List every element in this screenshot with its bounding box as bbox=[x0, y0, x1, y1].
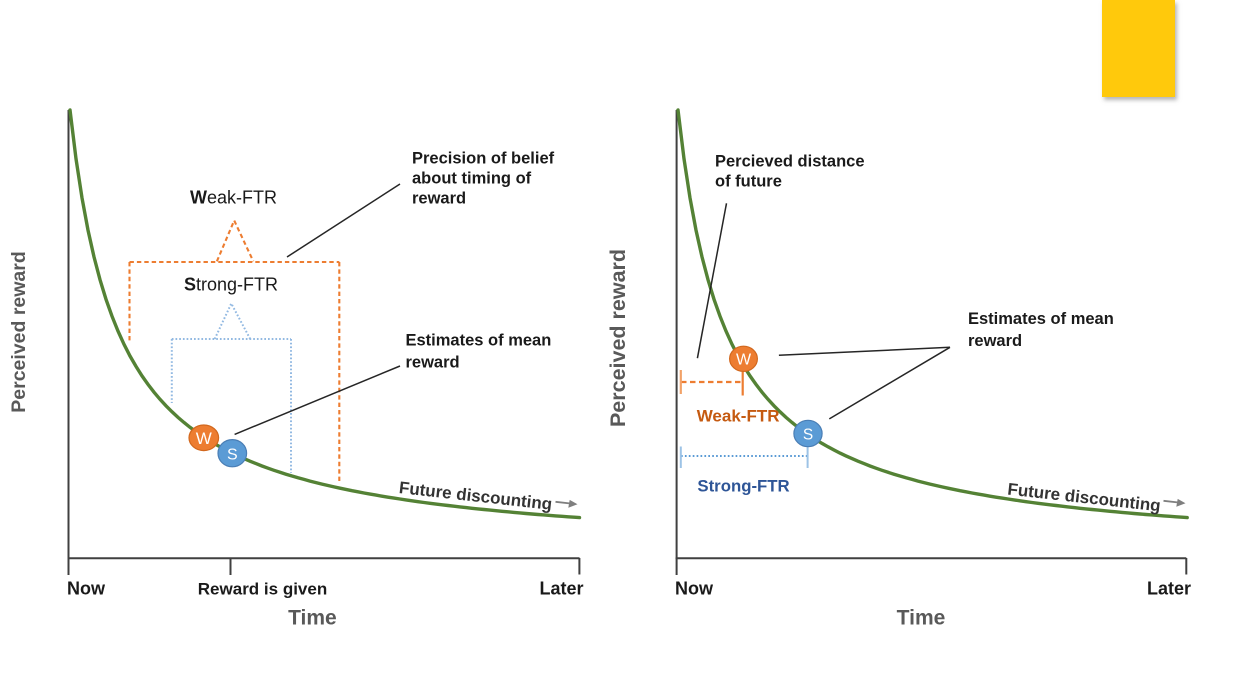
svg-text:Weak-FTR: Weak-FTR bbox=[190, 188, 277, 208]
svg-text:W: W bbox=[196, 429, 212, 448]
svg-text:Precision of belief: Precision of belief bbox=[412, 150, 555, 168]
svg-text:Weak-FTR: Weak-FTR bbox=[697, 407, 780, 426]
svg-text:reward: reward bbox=[406, 354, 460, 372]
svg-text:Strong-FTR: Strong-FTR bbox=[697, 477, 789, 496]
svg-text:Time: Time bbox=[288, 607, 337, 630]
svg-text:reward: reward bbox=[412, 190, 466, 208]
svg-text:Reward is given: Reward is given bbox=[198, 580, 327, 599]
svg-text:about timing of: about timing of bbox=[412, 170, 532, 188]
svg-text:Later: Later bbox=[539, 579, 583, 599]
svg-text:W: W bbox=[736, 352, 752, 369]
svg-text:Strong-FTR: Strong-FTR bbox=[184, 275, 278, 295]
svg-text:Now: Now bbox=[675, 579, 714, 599]
svg-text:S: S bbox=[803, 427, 813, 444]
svg-text:Estimates of mean: Estimates of mean bbox=[406, 332, 552, 350]
svg-text:Perceived reward: Perceived reward bbox=[8, 251, 30, 413]
svg-text:Time: Time bbox=[897, 607, 946, 630]
svg-text:Percieved distance: Percieved distance bbox=[715, 153, 865, 171]
svg-text:Estimates of mean: Estimates of mean bbox=[968, 310, 1114, 328]
svg-text:of future: of future bbox=[715, 173, 782, 191]
svg-text:Later: Later bbox=[1147, 579, 1191, 599]
svg-text:Now: Now bbox=[67, 579, 106, 599]
svg-text:S: S bbox=[227, 447, 238, 464]
svg-text:Perceived reward: Perceived reward bbox=[606, 249, 630, 427]
svg-text:reward: reward bbox=[968, 332, 1022, 350]
